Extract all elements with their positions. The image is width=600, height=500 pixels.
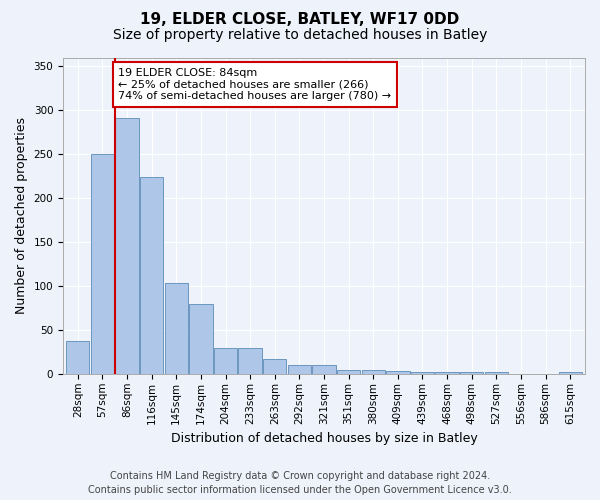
Text: 19 ELDER CLOSE: 84sqm
← 25% of detached houses are smaller (266)
74% of semi-det: 19 ELDER CLOSE: 84sqm ← 25% of detached …: [118, 68, 392, 101]
X-axis label: Distribution of detached houses by size in Batley: Distribution of detached houses by size …: [170, 432, 478, 445]
Bar: [386, 372, 410, 374]
Bar: [362, 370, 385, 374]
Bar: [411, 372, 434, 374]
Bar: [66, 340, 89, 374]
Bar: [91, 154, 114, 374]
Bar: [214, 348, 237, 374]
Bar: [313, 365, 336, 374]
Text: Size of property relative to detached houses in Batley: Size of property relative to detached ho…: [113, 28, 487, 42]
Text: 19, ELDER CLOSE, BATLEY, WF17 0DD: 19, ELDER CLOSE, BATLEY, WF17 0DD: [140, 12, 460, 28]
Bar: [460, 372, 484, 374]
Bar: [189, 304, 212, 374]
Bar: [287, 365, 311, 374]
Bar: [436, 372, 459, 374]
Y-axis label: Number of detached properties: Number of detached properties: [15, 117, 28, 314]
Text: Contains HM Land Registry data © Crown copyright and database right 2024.
Contai: Contains HM Land Registry data © Crown c…: [88, 471, 512, 495]
Bar: [140, 177, 163, 374]
Bar: [238, 348, 262, 374]
Bar: [164, 284, 188, 374]
Bar: [263, 359, 286, 374]
Bar: [115, 118, 139, 374]
Bar: [337, 370, 361, 374]
Bar: [485, 372, 508, 374]
Bar: [559, 372, 582, 374]
